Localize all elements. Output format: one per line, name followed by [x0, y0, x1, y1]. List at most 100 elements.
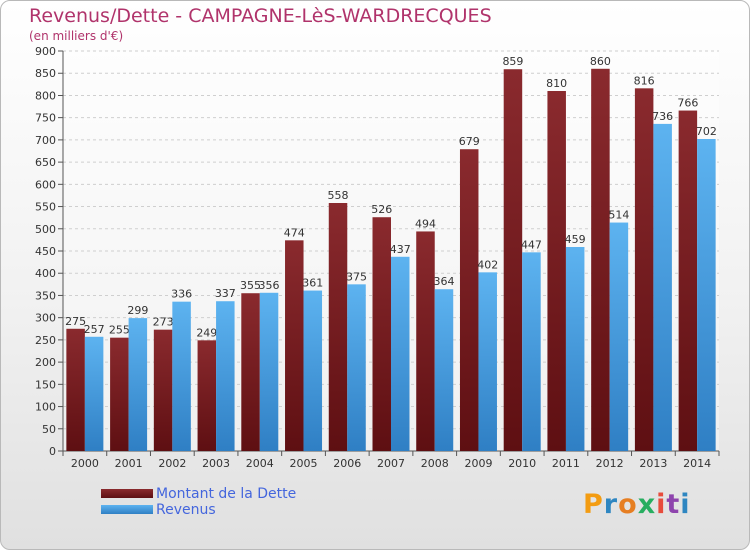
- x-tick-label: 2008: [421, 457, 449, 470]
- x-tick-label: 2010: [508, 457, 536, 470]
- bar-revenus: [303, 290, 323, 451]
- x-tick-label: 2002: [158, 457, 186, 470]
- bar-dette: [503, 69, 523, 451]
- logo-letter: t: [666, 489, 681, 520]
- data-label-revenus: 736: [652, 110, 673, 123]
- bar-dette: [110, 337, 129, 451]
- y-tick-label: 850: [35, 67, 56, 80]
- data-label-revenus: 257: [84, 323, 105, 336]
- data-label-revenus: 702: [696, 125, 717, 138]
- x-tick-label: 2013: [639, 457, 667, 470]
- data-label-revenus: 364: [433, 275, 454, 288]
- legend-label-dette: Montant de la Dette: [156, 486, 297, 502]
- logo-letter: i: [656, 489, 667, 520]
- bar-revenus: [522, 252, 541, 451]
- proxiti-logo: Proxiti: [583, 489, 691, 520]
- bar-dette: [241, 293, 260, 451]
- data-label-dette: 494: [415, 217, 436, 230]
- y-tick-label: 750: [35, 112, 56, 125]
- data-label-dette: 766: [677, 97, 698, 110]
- data-label-dette: 679: [459, 135, 480, 148]
- data-label-revenus: 361: [302, 277, 323, 290]
- y-tick-label: 400: [35, 267, 56, 280]
- bar-revenus: [609, 222, 629, 451]
- y-tick-label: 900: [35, 45, 56, 58]
- x-tick-label: 2001: [115, 457, 143, 470]
- logo-letter: P: [583, 489, 604, 520]
- data-label-dette: 355: [240, 279, 261, 292]
- y-tick-label: 250: [35, 334, 56, 347]
- bar-dette: [66, 328, 85, 451]
- x-tick-label: 2003: [202, 457, 230, 470]
- bar-dette: [372, 217, 391, 451]
- y-tick-label: 650: [35, 156, 56, 169]
- data-label-dette: 255: [109, 324, 130, 337]
- bar-dette: [197, 340, 217, 451]
- legend-swatch-revenus: [101, 505, 153, 514]
- bar-dette: [285, 240, 304, 451]
- bar-dette: [416, 231, 435, 451]
- data-label-dette: 810: [546, 77, 567, 90]
- y-tick-label: 200: [35, 356, 56, 369]
- bar-dette: [328, 203, 348, 451]
- data-label-revenus: 299: [127, 304, 148, 317]
- logo-letter: r: [603, 489, 619, 520]
- data-label-dette: 816: [634, 74, 655, 87]
- x-tick-label: 2014: [683, 457, 711, 470]
- data-label-dette: 860: [590, 55, 611, 68]
- y-tick-label: 800: [35, 89, 56, 102]
- bar-dette: [591, 68, 610, 452]
- x-tick-label: 2012: [596, 457, 624, 470]
- bar-revenus: [391, 256, 410, 451]
- x-tick-label: 2007: [377, 457, 405, 470]
- data-label-dette: 249: [196, 326, 217, 339]
- y-tick-label: 450: [35, 245, 56, 258]
- bar-revenus: [434, 289, 454, 451]
- bar-revenus: [216, 301, 235, 451]
- data-label-dette: 275: [65, 315, 86, 328]
- bar-revenus: [172, 301, 191, 451]
- y-tick-label: 700: [35, 134, 56, 147]
- x-tick-label: 2006: [333, 457, 361, 470]
- data-label-revenus: 375: [346, 270, 367, 283]
- x-tick-label: 2000: [71, 457, 99, 470]
- chart-subtitle: (en milliers d'€): [29, 29, 124, 43]
- bar-revenus: [84, 336, 104, 451]
- logo-letter: x: [637, 489, 657, 520]
- x-tick-label: 2009: [464, 457, 492, 470]
- x-tick-label: 2004: [246, 457, 274, 470]
- x-tick-label: 2005: [290, 457, 318, 470]
- bar-dette: [678, 110, 698, 452]
- data-label-dette: 526: [371, 203, 392, 216]
- y-tick-label: 100: [35, 401, 56, 414]
- y-tick-label: 150: [35, 378, 56, 391]
- y-tick-label: 550: [35, 201, 56, 214]
- y-tick-label: 300: [35, 312, 56, 325]
- data-label-dette: 273: [153, 316, 174, 329]
- chart-title: Revenus/Dette - CAMPAGNE-LèS-WARDRECQUES: [29, 5, 492, 27]
- legend-label-revenus: Revenus: [156, 502, 216, 518]
- data-label-revenus: 356: [259, 279, 280, 292]
- bar-revenus: [347, 284, 366, 451]
- bar-dette: [547, 91, 566, 451]
- logo-letter: o: [618, 489, 638, 520]
- data-label-revenus: 437: [390, 243, 411, 256]
- data-label-dette: 474: [284, 226, 305, 239]
- bar-dette: [634, 88, 654, 451]
- x-tick-label: 2011: [552, 457, 580, 470]
- y-tick-label: 350: [35, 289, 56, 302]
- data-label-dette: 558: [328, 189, 349, 202]
- bar-revenus: [259, 292, 279, 451]
- data-label-revenus: 459: [565, 233, 586, 246]
- bar-dette: [459, 149, 479, 451]
- bar-revenus: [653, 123, 672, 451]
- y-tick-label: 500: [35, 223, 56, 236]
- bar-revenus: [697, 139, 716, 451]
- logo-letter: i: [680, 489, 691, 520]
- bar-revenus: [565, 247, 585, 451]
- legend-swatch-dette: [101, 489, 153, 498]
- data-label-revenus: 514: [608, 209, 629, 222]
- bar-revenus: [128, 318, 148, 451]
